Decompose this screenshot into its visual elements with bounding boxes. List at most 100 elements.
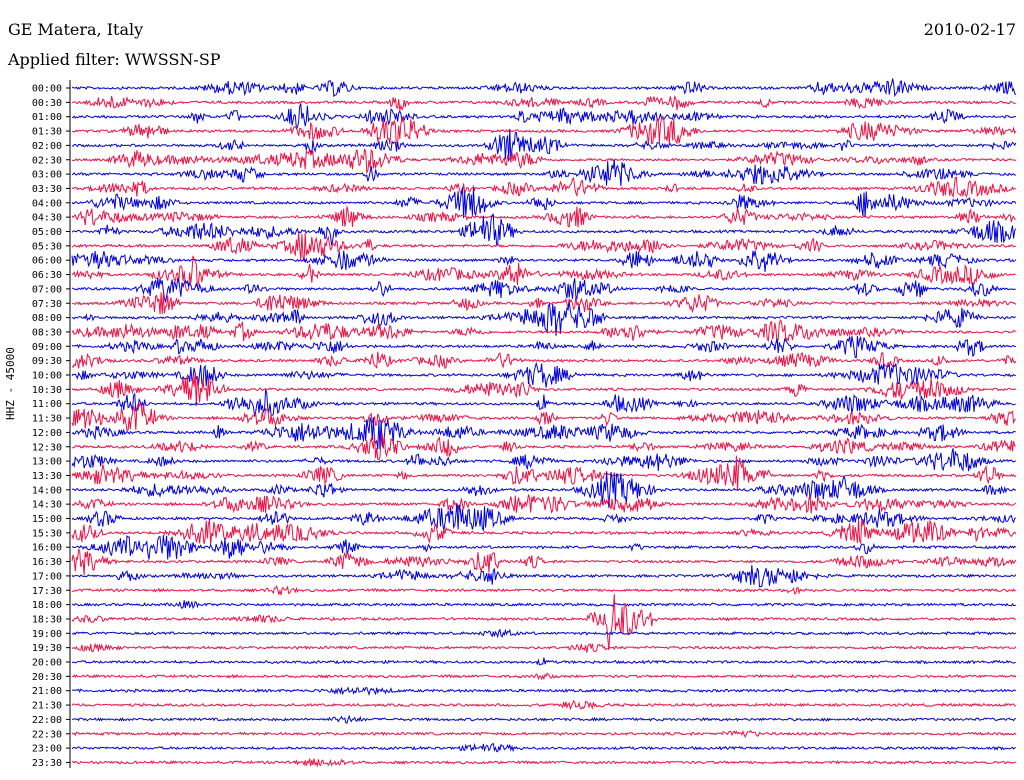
- tick-label: 09:00: [32, 342, 62, 353]
- tick-label: 04:30: [32, 213, 62, 224]
- tick-label: 20:30: [32, 672, 62, 683]
- seismic-trace-0800: [71, 301, 1016, 336]
- seismic-trace-0130: [72, 115, 1017, 149]
- tick-label: 14:00: [32, 485, 62, 496]
- seismic-trace-0030: [71, 95, 1016, 112]
- seismic-trace-2300: [71, 742, 1016, 753]
- tick-label: 19:30: [32, 643, 62, 654]
- tick-label: 05:00: [32, 227, 62, 238]
- seismic-trace-0930: [71, 351, 1017, 370]
- filter-label: Applied filter: WWSSN-SP: [8, 50, 221, 69]
- seismic-trace-1200: [71, 417, 1016, 450]
- tick-label: 10:30: [32, 385, 62, 396]
- tick-label: 11:30: [32, 414, 62, 425]
- tick-label: 08:30: [32, 327, 62, 338]
- tick-label: 18:00: [32, 600, 62, 611]
- tick-label: 04:00: [32, 198, 62, 209]
- seismic-trace-0000: [71, 78, 1017, 98]
- seismic-trace-1930: [71, 642, 1017, 653]
- seismic-trace-1400: [71, 471, 1017, 508]
- tick-label: 08:00: [32, 313, 62, 324]
- seismic-trace-1800: [71, 600, 1016, 610]
- tick-label: 15:30: [32, 528, 62, 539]
- seismic-trace-2230: [71, 729, 1017, 739]
- seismic-trace-0530: [71, 232, 1016, 262]
- tick-label: 12:30: [32, 442, 62, 453]
- tick-label: 07:00: [32, 284, 62, 295]
- seismic-trace-0400: [71, 187, 1017, 219]
- seismic-trace-1730: [71, 585, 1016, 596]
- tick-label: 19:00: [32, 629, 62, 640]
- seismic-trace-2000: [71, 657, 1016, 666]
- tick-label: 17:00: [32, 571, 62, 582]
- tick-label: 10:00: [32, 371, 62, 382]
- tick-label: 11:00: [32, 399, 62, 410]
- seismic-trace-2330: [71, 758, 1017, 768]
- tick-label: 06:30: [32, 270, 62, 281]
- seismic-trace-1900: [71, 628, 1017, 639]
- tick-label: 02:30: [32, 155, 62, 166]
- seismic-trace-1430: [71, 493, 1017, 514]
- seismic-trace-0300: [71, 159, 1016, 187]
- tick-label: 23:30: [32, 758, 62, 769]
- tick-label: 07:30: [32, 299, 62, 310]
- tick-label: 18:30: [32, 614, 62, 625]
- seismic-trace-1330: [71, 455, 1017, 491]
- seismic-trace-1630: [71, 548, 1017, 576]
- tick-label: 15:00: [32, 514, 62, 525]
- seismic-trace-1500: [71, 503, 1017, 532]
- seismic-trace-1830: [71, 593, 1016, 651]
- tick-label: 03:00: [32, 170, 62, 181]
- tick-label: 00:30: [32, 98, 62, 109]
- seismic-trace-2030: [71, 672, 1017, 681]
- seismic-trace-0100: [71, 103, 1017, 130]
- seismic-trace-0230: [71, 147, 1017, 175]
- seismic-trace-2130: [71, 700, 1016, 711]
- tick-label: 22:00: [32, 715, 62, 726]
- tick-label: 00:00: [32, 84, 62, 95]
- tick-label: 13:00: [32, 457, 62, 468]
- tick-label: 23:00: [32, 744, 62, 755]
- seismic-trace-1530: [71, 519, 1017, 546]
- seismic-trace-2100: [71, 686, 1017, 697]
- seismic-trace-1700: [71, 565, 1017, 588]
- seismic-trace-0630: [71, 255, 1016, 292]
- seismic-trace-1230: [71, 432, 1016, 461]
- seismic-trace-0200: [71, 128, 1017, 163]
- seismic-trace-0600: [71, 250, 1017, 272]
- tick-group: 00:00 00:30 01:00 01:30 02:00 02:30 03:00 03:30…: [32, 84, 70, 769]
- seismic-trace-1000: [71, 361, 1017, 388]
- station-title: GE Matera, Italy: [8, 20, 144, 39]
- tick-label: 21:00: [32, 686, 62, 697]
- seismic-trace-0900: [71, 335, 1016, 359]
- tick-label: 21:30: [32, 701, 62, 712]
- tick-label: 13:30: [32, 471, 62, 482]
- tick-label: 06:00: [32, 256, 62, 267]
- date-label: 2010-02-17: [923, 20, 1016, 39]
- seismic-trace-1300: [71, 448, 1017, 472]
- tick-label: 02:00: [32, 141, 62, 152]
- tick-label: 05:30: [32, 241, 62, 252]
- seismic-trace-0430: [71, 206, 1016, 228]
- tick-label: 16:30: [32, 557, 62, 568]
- tick-label: 09:30: [32, 356, 62, 367]
- seismic-trace-1130: [71, 401, 1017, 432]
- tick-label: 03:30: [32, 184, 62, 195]
- tick-label: 17:30: [32, 586, 62, 597]
- seismic-trace-0700: [71, 277, 1016, 304]
- seismic-trace-0830: [71, 318, 1017, 344]
- seismic-trace-1100: [71, 388, 1016, 417]
- tick-label: 12:00: [32, 428, 62, 439]
- tick-label: 22:30: [32, 729, 62, 740]
- trace-group: [71, 78, 1017, 768]
- seismic-trace-2200: [71, 714, 1016, 724]
- seismic-trace-1600: [71, 535, 1017, 560]
- tick-label: 16:00: [32, 543, 62, 554]
- tick-label: 01:30: [32, 127, 62, 138]
- tick-label: 20:00: [32, 658, 62, 669]
- seismic-trace-0330: [71, 176, 1017, 199]
- tick-label: 01:00: [32, 112, 62, 123]
- seismic-trace-0730: [71, 292, 1017, 315]
- seismic-trace-1030: [71, 372, 1017, 407]
